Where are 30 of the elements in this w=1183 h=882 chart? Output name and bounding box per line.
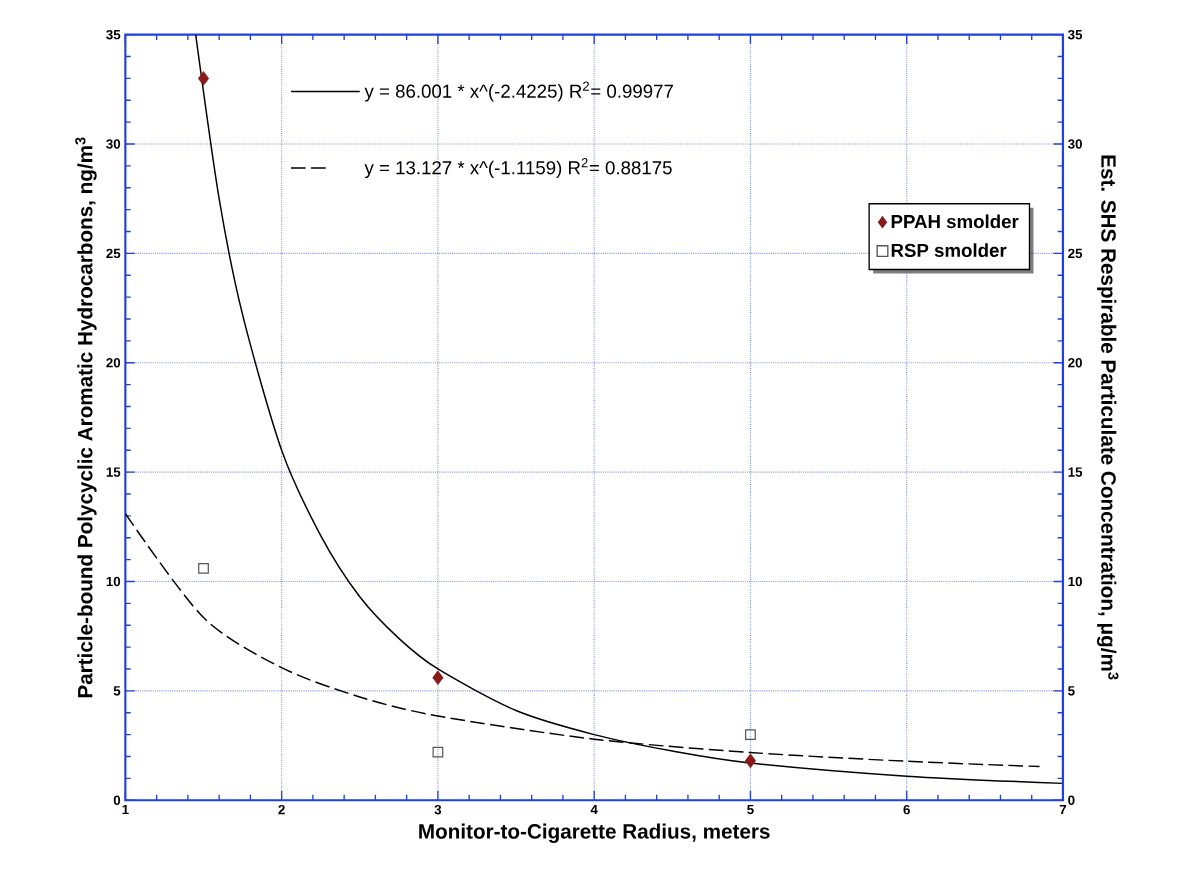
y-tick-label: 15 [106, 467, 121, 477]
y-axis-title: Particle-bound Polycyclic Aromatic Hydrocarbons, ng/m$^{3}$ [75, 137, 97, 698]
y-tick-label: 10 [106, 576, 121, 587]
legend-label: y = 86.001 * x^(-2.4225) R$^{2}$= 0.99977 [364, 81, 673, 102]
y2-tick-label: 15 [1068, 467, 1083, 477]
y-tick-label: 20 [106, 358, 121, 368]
x-tick-label: 7 [1059, 805, 1067, 815]
legend-label: y = 13.127 * x^(-1.1159) R$^{2}$= 0.88175 [364, 158, 672, 179]
x-tick-label: 5 [747, 805, 754, 815]
y2-tick-label: 20 [1068, 358, 1082, 368]
y2-tick-label: 5 [1068, 686, 1075, 696]
y2-tick-label: 35 [1067, 30, 1083, 40]
x-tick-label: 2 [278, 805, 285, 815]
x-tick-label: 3 [434, 805, 442, 815]
y-tick-label: 30 [106, 139, 121, 149]
y-tick-label: 5 [113, 686, 121, 696]
legend-label: PPAH smolder [891, 214, 1019, 229]
y2-tick-label: 0 [1068, 795, 1075, 806]
y-tick-label: 0 [113, 795, 121, 806]
x-tick-label: 6 [903, 805, 910, 815]
y-tick-label: 35 [106, 30, 121, 40]
y2-tick-label: 10 [1068, 576, 1082, 587]
legend-label: RSP smolder [891, 243, 1007, 258]
y2-tick-label: 25 [1068, 248, 1083, 259]
y-tick-label: 25 [106, 248, 121, 259]
x-tick-label: 1 [122, 805, 129, 815]
x-tick-label: 4 [590, 805, 598, 815]
y2-tick-label: 30 [1067, 139, 1082, 149]
y2-axis-title: Est. SHS Respirable Particulate Concentration, μg/m$^{3}$ [1097, 155, 1119, 680]
x-axis-title: Monitor-to-Cigarette Radius, meters [419, 823, 770, 844]
